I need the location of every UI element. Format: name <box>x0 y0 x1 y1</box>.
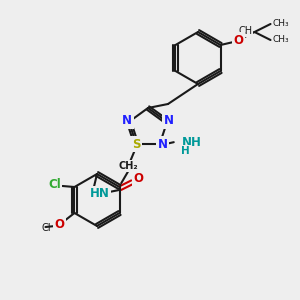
Text: Cl: Cl <box>48 178 61 191</box>
Text: CH₃: CH₃ <box>272 35 289 44</box>
Text: O: O <box>55 218 64 232</box>
Text: S: S <box>132 138 140 151</box>
Text: N: N <box>164 114 174 127</box>
Text: H: H <box>182 146 190 156</box>
Text: HN: HN <box>90 187 110 200</box>
Text: N: N <box>158 138 168 151</box>
Text: N: N <box>122 114 132 127</box>
Text: CH₃: CH₃ <box>41 223 60 233</box>
Text: O: O <box>233 34 244 46</box>
Text: CH₃: CH₃ <box>272 20 289 28</box>
Text: CH₂: CH₂ <box>118 161 138 171</box>
Text: CH: CH <box>238 26 253 36</box>
Text: O: O <box>133 172 143 185</box>
Text: NH: NH <box>182 136 202 149</box>
